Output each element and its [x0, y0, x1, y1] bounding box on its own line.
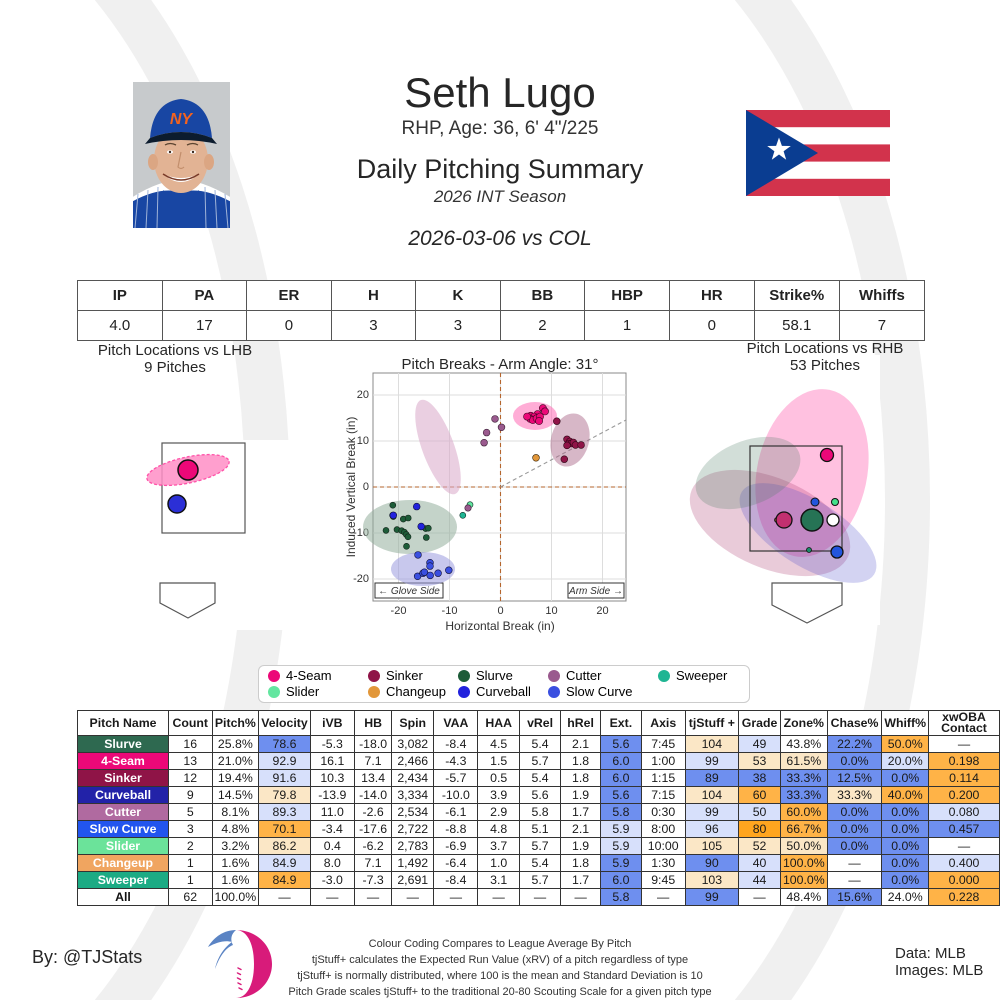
svg-text:-20: -20	[391, 605, 407, 617]
svg-text:Sweeper: Sweeper	[676, 668, 728, 683]
svg-text:Cutter: Cutter	[566, 668, 602, 683]
svg-text:Slurve: Slurve	[476, 668, 513, 683]
svg-text:20: 20	[596, 605, 608, 617]
svg-text:0: 0	[497, 605, 503, 617]
svg-text:4-Seam: 4-Seam	[286, 668, 332, 683]
svg-text:Horizontal Break (in): Horizontal Break (in)	[445, 619, 554, 633]
svg-text:10: 10	[545, 605, 557, 617]
svg-text:-20: -20	[353, 573, 369, 585]
svg-text:Induced Vertical Break (in): Induced Vertical Break (in)	[344, 417, 358, 558]
svg-text:0: 0	[363, 481, 369, 493]
svg-text:Arm Side →: Arm Side →	[568, 586, 623, 597]
svg-text:20: 20	[357, 389, 369, 401]
svg-text:Sinker: Sinker	[386, 668, 424, 683]
svg-text:10: 10	[357, 435, 369, 447]
svg-text:Pitch Breaks - Arm Angle: 31°: Pitch Breaks - Arm Angle: 31°	[402, 356, 599, 373]
svg-text:-10: -10	[442, 605, 458, 617]
svg-text:Changeup: Changeup	[386, 684, 446, 699]
svg-text:← Glove Side: ← Glove Side	[378, 586, 440, 597]
svg-text:Curveball: Curveball	[476, 684, 531, 699]
svg-text:Slider: Slider	[286, 684, 320, 699]
svg-text:Slow Curve: Slow Curve	[566, 684, 632, 699]
